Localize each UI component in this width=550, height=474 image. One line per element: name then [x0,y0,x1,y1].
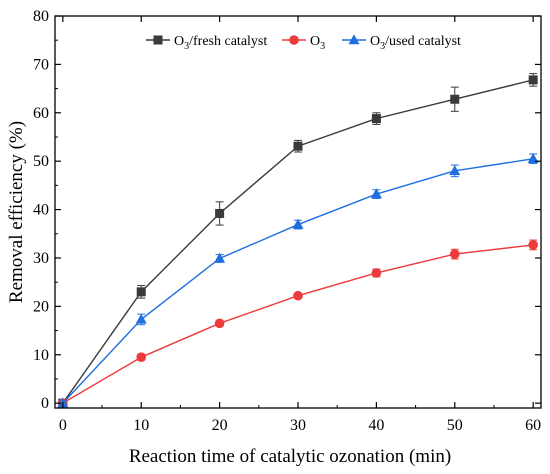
y-tick-label: 10 [33,347,49,364]
data-point [449,165,461,176]
data-point [528,75,538,85]
legend-marker [153,35,163,45]
x-tick-label: 0 [59,417,67,434]
y-tick-label: 20 [33,298,49,315]
data-point [371,268,382,278]
y-tick-label: 30 [33,250,49,267]
data-point [136,352,147,362]
plot-frame [54,15,542,409]
x-tick-label: 60 [525,417,541,434]
data-point [450,94,460,104]
series-line [62,244,534,404]
legend-item-1: O3 [282,34,325,52]
series-line [62,158,534,404]
series-0 [58,73,538,408]
data-point [214,252,226,263]
x-tick-label: 30 [290,417,306,434]
legend: O3/fresh catalyst O3 O3/used catalyst [146,34,461,52]
data-point [528,240,538,250]
legend-item-2: O3/used catalyst [342,34,461,52]
x-axis-title: Reaction time of catalytic ozonation (mi… [129,446,451,467]
data-point [527,152,539,163]
y-tick-label: 0 [41,395,49,412]
data-point [371,114,381,124]
data-point [449,249,460,259]
data-point [293,290,303,301]
y-tick-label: 60 [33,105,49,122]
y-tick-label: 40 [33,202,49,219]
x-tick-label: 50 [447,417,463,434]
data-point [215,208,225,218]
data-point [293,141,303,151]
y-tick-label: 80 [33,8,49,25]
data-point [136,287,146,297]
legend-label: O3 [310,34,325,52]
legend-marker [289,35,299,45]
x-tick-label: 20 [212,417,228,434]
data-point [214,318,225,329]
data-point [135,313,147,324]
series-line [62,79,534,404]
y-axis-title: Removal efficiency (%) [6,121,27,303]
x-tick-label: 40 [368,417,384,434]
legend-marker [348,34,360,45]
series-2 [57,152,539,408]
y-tick-label: 70 [33,56,49,73]
data-point [370,188,382,199]
legend-label: O3/fresh catalyst [174,34,267,52]
legend-item-0: O3/fresh catalyst [146,34,267,52]
data-point [292,218,304,229]
x-tick-label: 10 [133,417,149,434]
y-tick-label: 50 [33,153,49,170]
legend-label: O3/used catalyst [370,34,461,52]
series-1 [58,239,538,408]
